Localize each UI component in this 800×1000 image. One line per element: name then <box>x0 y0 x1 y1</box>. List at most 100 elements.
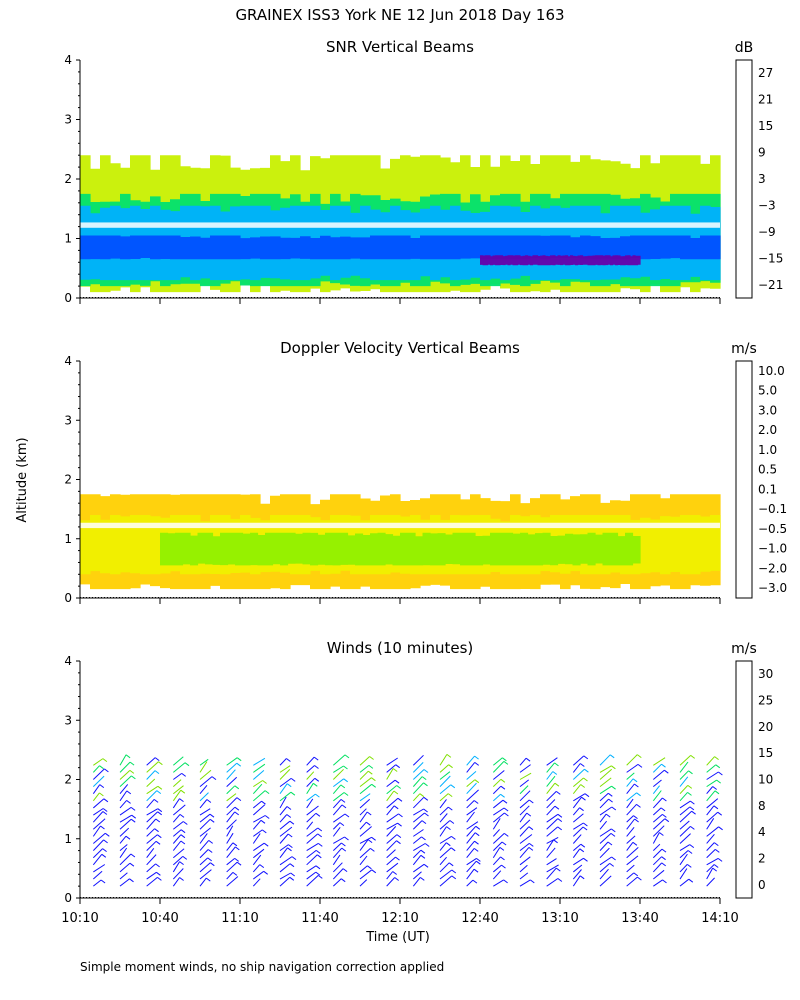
wind-barb-flag <box>100 879 106 884</box>
wind-barb <box>412 754 424 766</box>
wind-barb-flag <box>716 779 722 784</box>
band-fill <box>480 255 641 266</box>
wind-barb-flag <box>102 808 108 812</box>
wind-barb <box>173 756 184 766</box>
wind-barb <box>653 879 663 887</box>
wind-barb-flag <box>525 757 531 762</box>
wind-barb <box>466 821 479 830</box>
wind-barb <box>519 779 530 788</box>
wind-barb-flag <box>179 798 184 802</box>
wind-barb <box>279 863 291 873</box>
wind-barb <box>226 806 236 816</box>
wind-barb <box>173 829 182 837</box>
wind-barb-flag <box>554 782 560 787</box>
wind-barb-flag <box>344 836 349 841</box>
wind-barb <box>279 791 292 802</box>
wind-barb <box>332 768 344 780</box>
wind-barb <box>93 758 104 766</box>
wind-barb-flag <box>423 769 429 773</box>
wind-barb <box>93 879 102 887</box>
wind-barb <box>519 812 528 823</box>
heatmap-band <box>160 532 641 566</box>
wind-barb-flag <box>664 818 670 823</box>
wind-barb <box>386 840 397 851</box>
winds-panel-title: Winds (10 minutes) <box>327 639 474 657</box>
wind-barb <box>679 776 689 787</box>
wind-profile <box>599 754 617 887</box>
x-tick-label: 10:10 <box>61 911 98 926</box>
wind-barb-flag <box>449 820 455 824</box>
wind-barb-flag <box>580 843 586 848</box>
wind-profile <box>572 755 590 887</box>
wind-barb-flag <box>234 785 240 790</box>
wind-barb-flag <box>555 867 561 872</box>
wind-barb-flag <box>661 856 666 861</box>
wind-barb-flag <box>315 793 320 798</box>
wind-barb-flag <box>131 814 136 819</box>
wind-barb <box>306 805 319 816</box>
wind-barb <box>119 761 131 773</box>
snr-panel-title: SNR Vertical Beams <box>326 38 474 56</box>
wind-barb <box>626 804 637 816</box>
colorbar-frame <box>735 660 753 899</box>
wind-barb-flag <box>184 762 190 767</box>
wind-barb <box>599 806 613 816</box>
wind-barb-flag <box>341 842 346 847</box>
wind-barb <box>119 784 129 795</box>
wind-barb-flag <box>129 770 135 774</box>
wind-barb <box>199 769 212 780</box>
wind-profile <box>119 754 136 887</box>
wind-barb-flag <box>579 875 585 880</box>
y-tick-label: 4 <box>64 354 72 368</box>
wind-barb <box>652 818 666 830</box>
y-tick-label: 4 <box>64 53 72 67</box>
x-tick-label: 11:40 <box>301 911 338 926</box>
wind-barb <box>92 853 103 866</box>
wind-barb <box>466 860 477 873</box>
wind-barb-flag <box>611 765 616 770</box>
wind-barb-flag <box>526 812 532 817</box>
wind-barb-flag <box>718 771 723 776</box>
wind-barb <box>679 770 689 780</box>
wind-barb <box>93 864 106 873</box>
wind-barb-flag <box>126 800 131 804</box>
colorbar-label: 5.0 <box>758 384 777 398</box>
wind-barb-flag <box>286 758 291 762</box>
wind-barb <box>546 799 556 809</box>
wind-barb <box>172 814 181 823</box>
wind-barb <box>599 820 607 830</box>
wind-barb <box>572 869 582 880</box>
wind-barb <box>173 821 184 830</box>
wind-barb <box>119 847 128 858</box>
wind-barb <box>146 811 159 823</box>
range-gate-gap <box>80 222 720 228</box>
wind-barb-flag <box>180 829 186 834</box>
wind-barb <box>653 757 666 766</box>
wind-barb <box>626 864 635 873</box>
wind-barb <box>412 793 421 802</box>
wind-barb-flag <box>367 770 373 775</box>
wind-barb <box>573 864 583 873</box>
wind-barb-flag <box>473 868 479 873</box>
colorbar-label: −1.0 <box>758 542 787 556</box>
wind-barb <box>146 799 155 809</box>
wind-barb-flag <box>583 755 589 760</box>
wind-barb <box>519 799 530 809</box>
wind-barb <box>226 757 238 766</box>
wind-barb-flag <box>181 773 186 777</box>
wind-barb-flag <box>344 813 350 818</box>
wind-barb-flag <box>365 821 371 826</box>
wind-barb <box>386 856 396 866</box>
wind-barb-flag <box>343 778 349 783</box>
wind-barb-flag <box>317 875 323 879</box>
y-tick-label: 0 <box>64 891 72 905</box>
wind-profile <box>706 756 723 887</box>
wind-barb <box>226 785 236 795</box>
wind-barb-flag <box>583 777 588 782</box>
wind-barb <box>199 849 209 859</box>
wind-barb <box>439 771 451 780</box>
wind-barb <box>652 797 663 809</box>
wind-barb-flag <box>317 833 323 838</box>
wind-barb-flag <box>125 754 131 759</box>
wind-barb <box>652 763 662 773</box>
